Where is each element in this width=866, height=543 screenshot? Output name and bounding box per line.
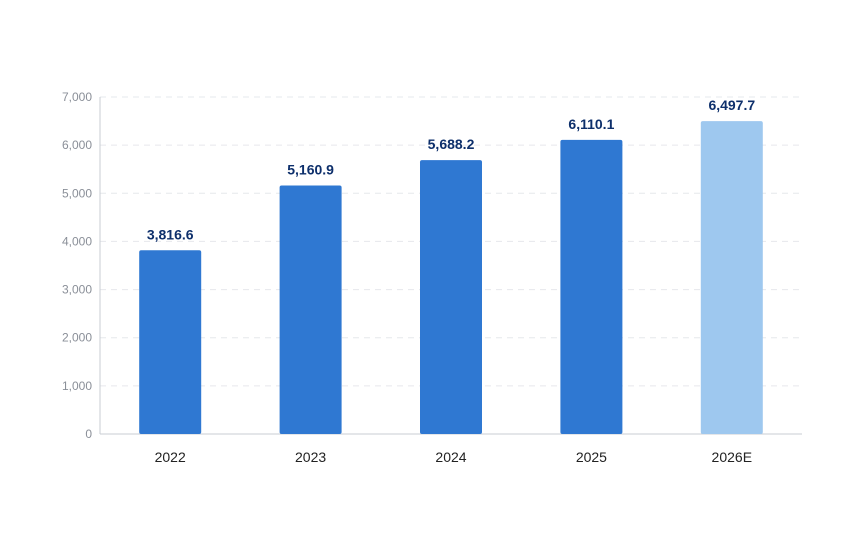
data-labels: 3,816.6 5,160.9 5,688.2 6,110.1 6,497.7 bbox=[147, 97, 756, 242]
y-tick-label: 0 bbox=[85, 427, 92, 441]
data-label-2022: 3,816.6 bbox=[147, 226, 194, 242]
y-axis: 0 1,000 2,000 3,000 4,000 5,000 6,000 7,000 bbox=[62, 90, 802, 441]
data-label-2026E: 6,497.7 bbox=[708, 97, 755, 113]
bars bbox=[139, 121, 763, 434]
grid-layer bbox=[100, 96, 802, 387]
y-tick-label: 2,000 bbox=[62, 331, 92, 345]
x-tick-label: 2026E bbox=[712, 449, 752, 465]
bar-2023 bbox=[279, 185, 342, 434]
x-axis: 2022 2023 2024 2025 2026E bbox=[155, 449, 752, 465]
x-tick-label: 2024 bbox=[435, 449, 466, 465]
bar-2024 bbox=[420, 160, 482, 434]
y-tick-label: 6,000 bbox=[62, 138, 92, 152]
bar-2026E bbox=[700, 121, 763, 434]
x-tick-label: 2022 bbox=[155, 449, 186, 465]
y-tick-label: 5,000 bbox=[62, 186, 92, 200]
bar-2022 bbox=[139, 250, 202, 434]
data-label-2024: 5,688.2 bbox=[428, 136, 475, 152]
y-tick-label: 1,000 bbox=[62, 379, 92, 393]
y-tick-label: 4,000 bbox=[62, 234, 92, 248]
y-tick-label: 3,000 bbox=[62, 283, 92, 297]
bar-2025 bbox=[560, 139, 623, 434]
x-tick-label: 2025 bbox=[576, 449, 607, 465]
data-label-2025: 6,110.1 bbox=[568, 116, 614, 132]
x-tick-label: 2023 bbox=[295, 449, 326, 465]
data-label-2023: 5,160.9 bbox=[287, 162, 334, 178]
y-tick-label: 7,000 bbox=[62, 90, 92, 104]
